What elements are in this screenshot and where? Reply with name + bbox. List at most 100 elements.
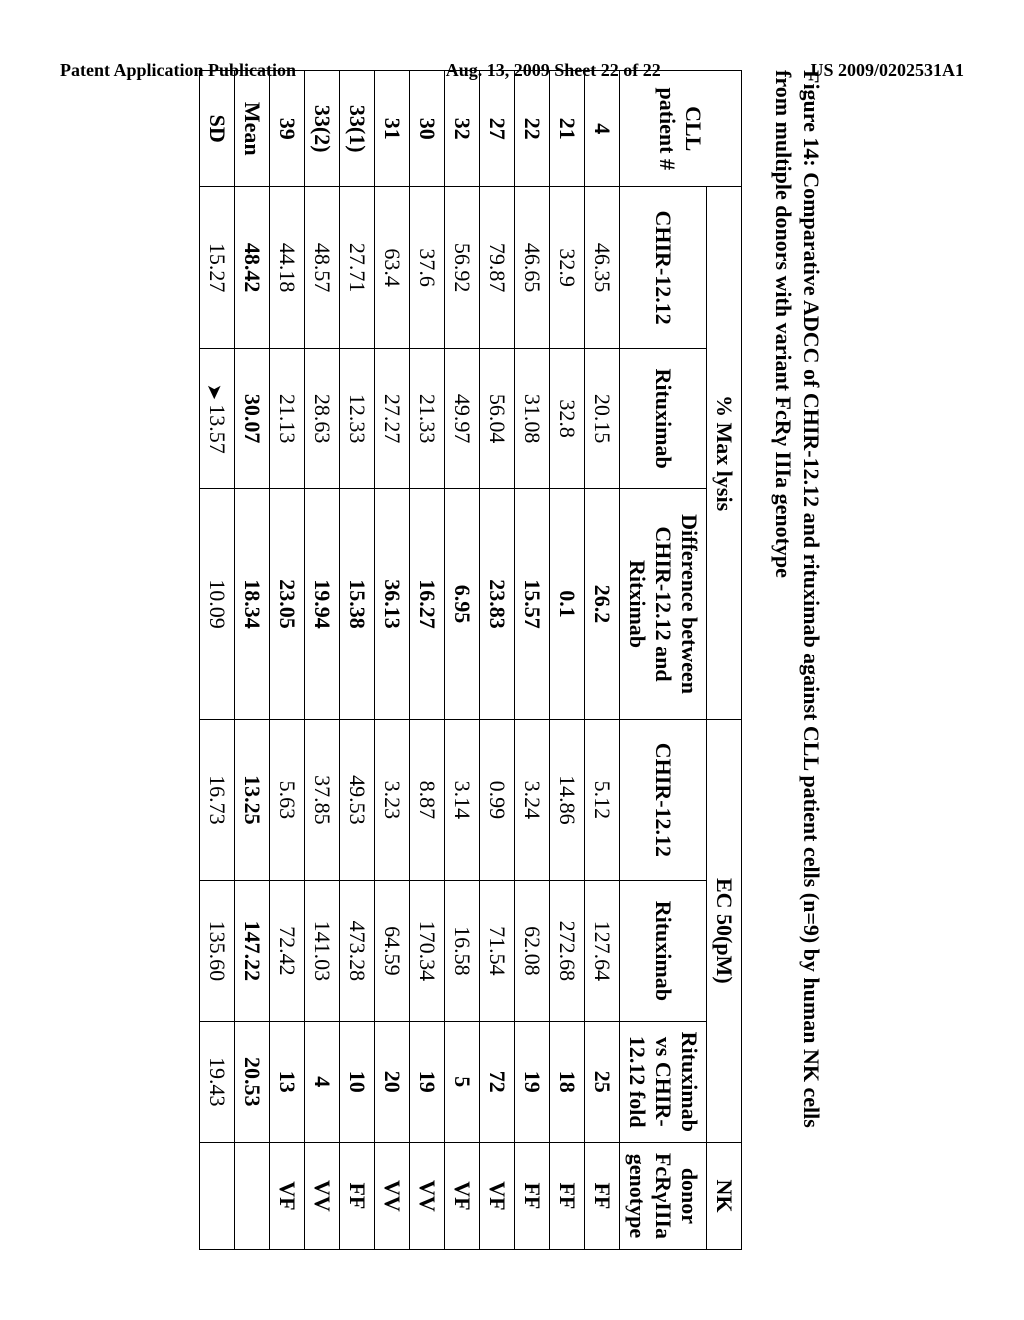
- cell: 23.05: [270, 489, 305, 719]
- cell: FF: [585, 1142, 620, 1249]
- table-row-sd: SD 15.27 ➤13.57 10.09 16.73 135.60 19.43: [200, 71, 235, 1250]
- cell: 72: [480, 1021, 515, 1142]
- cell: 13: [270, 1021, 305, 1142]
- cell: 63.4: [375, 187, 410, 348]
- table-row-mean: Mean 48.42 30.07 18.34 13.25 147.22 20.5…: [235, 71, 270, 1250]
- row-id: 21: [550, 71, 585, 187]
- col-nk: donor FcRγIIIa genotype: [620, 1142, 707, 1249]
- cell: FF: [340, 1142, 375, 1249]
- row-id: 32: [445, 71, 480, 187]
- cell: 8.87: [410, 719, 445, 880]
- cell: 5.63: [270, 719, 305, 880]
- figure-title-line1: Figure 14: Comparative ADCC of CHIR-12.1…: [799, 70, 824, 1128]
- cell: 18.34: [235, 489, 270, 719]
- row-id: 33(1): [340, 71, 375, 187]
- cell: 16.27: [410, 489, 445, 719]
- cell: 19: [515, 1021, 550, 1142]
- cell: VF: [270, 1142, 305, 1249]
- section-maxlysis: % Max lysis: [707, 187, 742, 719]
- cell: 31.08: [515, 348, 550, 489]
- table-body: 4 46.35 20.15 26.2 5.12 127.64 25 FF 21 …: [200, 71, 620, 1250]
- table-head: CLL patient # % Max lysis EC 50(pM) NK C…: [620, 71, 742, 1250]
- cell: 32.8: [550, 348, 585, 489]
- cell: 49.97: [445, 348, 480, 489]
- cell: 14.86: [550, 719, 585, 880]
- cell: 0.99: [480, 719, 515, 880]
- cell: 28.63: [305, 348, 340, 489]
- cell: [235, 1142, 270, 1249]
- cell: 20.15: [585, 348, 620, 489]
- cell-value: 13.57: [205, 404, 230, 454]
- table-row: 33(1) 27.71 12.33 15.38 49.53 473.28 10 …: [340, 71, 375, 1250]
- cell: 16.58: [445, 881, 480, 1022]
- cell: 20.53: [235, 1021, 270, 1142]
- cell: 23.83: [480, 489, 515, 719]
- cell: 37.85: [305, 719, 340, 880]
- col-chir: CHIR-12.12: [620, 187, 707, 348]
- cell: 72.42: [270, 881, 305, 1022]
- figure-title: Figure 14: Comparative ADCC of CHIR-12.1…: [770, 70, 825, 1250]
- cell: 6.95: [445, 489, 480, 719]
- cell: 15.38: [340, 489, 375, 719]
- cell: 64.59: [375, 881, 410, 1022]
- table-row: 32 56.92 49.97 6.95 3.14 16.58 5 VF: [445, 71, 480, 1250]
- cell: 170.34: [410, 881, 445, 1022]
- cell: 3.24: [515, 719, 550, 880]
- cell: VV: [305, 1142, 340, 1249]
- cell: 15.27: [200, 187, 235, 348]
- table-row: 4 46.35 20.15 26.2 5.12 127.64 25 FF: [585, 71, 620, 1250]
- cell: 3.23: [375, 719, 410, 880]
- cell: 62.08: [515, 881, 550, 1022]
- header-right: US 2009/0202531A1: [810, 60, 964, 81]
- col-diff: Difference between CHIR-12.12 and Ritxim…: [620, 489, 707, 719]
- cell: 56.92: [445, 187, 480, 348]
- cell-arrow: ➤13.57: [200, 348, 235, 489]
- data-table: CLL patient # % Max lysis EC 50(pM) NK C…: [199, 70, 742, 1250]
- sub-header-row: CHIR-12.12 Rituximab Difference between …: [620, 71, 707, 1250]
- cell: 13.25: [235, 719, 270, 880]
- cell: 48.42: [235, 187, 270, 348]
- cell: 16.73: [200, 719, 235, 880]
- cell: 141.03: [305, 881, 340, 1022]
- cell: FF: [515, 1142, 550, 1249]
- cell: 19.94: [305, 489, 340, 719]
- table-row: 21 32.9 32.8 0.1 14.86 272.68 18 FF: [550, 71, 585, 1250]
- row-id: 39: [270, 71, 305, 187]
- cell: 25: [585, 1021, 620, 1142]
- row-id: SD: [200, 71, 235, 187]
- cell: 272.68: [550, 881, 585, 1022]
- table-row: 39 44.18 21.13 23.05 5.63 72.42 13 VF: [270, 71, 305, 1250]
- cell: 21.13: [270, 348, 305, 489]
- cell: 473.28: [340, 881, 375, 1022]
- row-id: 33(2): [305, 71, 340, 187]
- cell: 46.35: [585, 187, 620, 348]
- row-id: 27: [480, 71, 515, 187]
- cell: 26.2: [585, 489, 620, 719]
- cell: 37.6: [410, 187, 445, 348]
- cell: [200, 1142, 235, 1249]
- cell: 19.43: [200, 1021, 235, 1142]
- cell: 27.27: [375, 348, 410, 489]
- table-row: 22 46.65 31.08 15.57 3.24 62.08 19 FF: [515, 71, 550, 1250]
- cell: 49.53: [340, 719, 375, 880]
- table-row: 33(2) 48.57 28.63 19.94 37.85 141.03 4 V…: [305, 71, 340, 1250]
- col-ritux2: Rituximab: [620, 881, 707, 1022]
- cell: 135.60: [200, 881, 235, 1022]
- table-row: 27 79.87 56.04 23.83 0.99 71.54 72 VF: [480, 71, 515, 1250]
- cell: 71.54: [480, 881, 515, 1022]
- cell: 30.07: [235, 348, 270, 489]
- cell: VV: [410, 1142, 445, 1249]
- cell: 5: [445, 1021, 480, 1142]
- cell: 46.65: [515, 187, 550, 348]
- cell: 5.12: [585, 719, 620, 880]
- cell: 0.1: [550, 489, 585, 719]
- figure-title-line2: from multiple donors with variant FcRγ I…: [772, 70, 797, 578]
- rotated-content: Figure 14: Comparative ADCC of CHIR-12.1…: [199, 70, 825, 1250]
- col-fold: Rituximab vs CHIR-12.12 fold: [620, 1021, 707, 1142]
- cell: 32.9: [550, 187, 585, 348]
- cell: 21.33: [410, 348, 445, 489]
- cell: VV: [375, 1142, 410, 1249]
- row-id: 30: [410, 71, 445, 187]
- section-ec50: EC 50(pM): [707, 719, 742, 1142]
- row-id: 4: [585, 71, 620, 187]
